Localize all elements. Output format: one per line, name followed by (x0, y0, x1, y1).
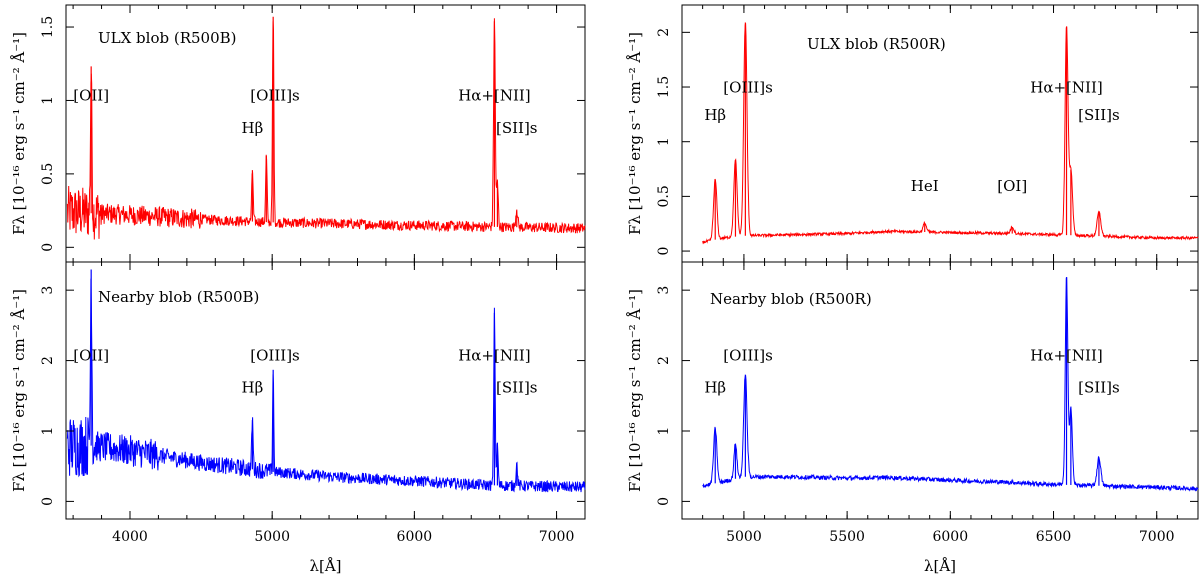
panel-3-annotation-4: [OI] (997, 177, 1027, 195)
panel-3-title: ULX blob (R500R) (807, 35, 946, 53)
panel-4-xlabel: λ[Å] (924, 557, 956, 575)
panel-4-ytick-label: 1 (656, 427, 672, 436)
panel-1-ytick-label: 1 (40, 96, 56, 105)
panel-4-frame (681, 261, 1199, 520)
panel-1-ytick-label: 0.5 (40, 163, 56, 185)
panel-2-ytick-label: 3 (40, 286, 56, 295)
panel-2-annotation-3: Hβ (242, 378, 264, 396)
panel-4-ytick-label: 3 (656, 286, 672, 295)
panel-2-annotation-5: [SII]s (496, 378, 538, 396)
panel-2-xtick-label: 4000 (112, 529, 148, 545)
panel-1-annotation-5: [SII]s (496, 119, 538, 137)
panel-1-spectrum-line (66, 18, 586, 240)
panel-4-ytick-label: 0 (656, 497, 672, 506)
panel-4-xtick-label: 7000 (1139, 529, 1175, 545)
panel-2-xtick-label: 5000 (254, 529, 290, 545)
panel-2-ylabel: Fλ [10⁻¹⁶ erg s⁻¹ cm⁻² Å⁻¹] (10, 289, 28, 492)
panel-3-ytick-label: 2 (656, 28, 672, 37)
panel-3-annotation-1: [OIII]s (723, 78, 772, 96)
panel-2-title: Nearby blob (R500B) (98, 288, 259, 306)
panel-4-ytick-label: 2 (656, 356, 672, 365)
panel-4-annotation-4: [SII]s (1078, 378, 1120, 396)
panel-2-xtick-label: 6000 (397, 529, 433, 545)
panel-3-annotation-5: Hα+[NII] (1030, 78, 1102, 96)
panel-1-ylabel: Fλ [10⁻¹⁶ erg s⁻¹ cm⁻² Å⁻¹] (10, 32, 28, 235)
panel-1-annotation-2: [OIII]s (250, 86, 299, 104)
panel-2-annotation-1: [OII] (73, 347, 109, 365)
panel-4-ylabel: Fλ [10⁻¹⁶ erg s⁻¹ cm⁻² Å⁻¹] (626, 289, 644, 492)
panel-3-annotation-3: HeI (911, 177, 939, 195)
panel-4-annotation-1: [OIII]s (723, 347, 772, 365)
panel-4-title: Nearby blob (R500R) (710, 290, 872, 308)
panel-2-annotation-2: [OIII]s (250, 347, 299, 365)
panel-2-frame (65, 261, 586, 520)
panel-4-xtick-label: 5500 (829, 529, 865, 545)
panel-4-xtick-label: 5000 (726, 529, 762, 545)
panel-1-annotation-4: Hα+[NII] (458, 86, 530, 104)
panel-1-ytick-label: 0 (40, 243, 56, 252)
panel-2-ytick-label: 0 (40, 497, 56, 506)
panel-4-annotation-3: Hα+[NII] (1030, 347, 1102, 365)
panel-2-annotation-4: Hα+[NII] (458, 347, 530, 365)
panel-3-ytick-label: 1 (656, 137, 672, 146)
panel-2-xlabel: λ[Å] (309, 557, 341, 575)
panel-3-ytick-label: 0.5 (656, 185, 672, 207)
panel-3-ytick-label: 1.5 (656, 76, 672, 98)
panel-1-ytick-label: 1.5 (40, 16, 56, 38)
panel-2-spectrum-line (66, 278, 586, 493)
panel-1-annotation-3: Hβ (242, 119, 264, 137)
panel-2-xtick-label: 7000 (539, 529, 575, 545)
panel-4-annotation-2: Hβ (704, 378, 726, 396)
panel-4-xtick-label: 6000 (932, 529, 968, 545)
panel-3-ytick-label: 0 (656, 247, 672, 256)
panel-3-annotation-6: [SII]s (1078, 106, 1120, 124)
panel-3-ylabel: Fλ [10⁻¹⁶ erg s⁻¹ cm⁻² Å⁻¹] (626, 32, 644, 235)
panel-1-annotation-1: [OII] (73, 86, 109, 104)
panel-4-xtick-label: 6500 (1036, 529, 1072, 545)
panel-4-spectrum-line (702, 277, 1199, 492)
panel-3-annotation-2: Hβ (704, 106, 726, 124)
panel-2-ytick-label: 2 (40, 356, 56, 365)
panel-3-spectrum-line (702, 23, 1199, 245)
panel-1-title: ULX blob (R500B) (98, 29, 237, 47)
panel-2-ytick-label: 1 (40, 427, 56, 436)
